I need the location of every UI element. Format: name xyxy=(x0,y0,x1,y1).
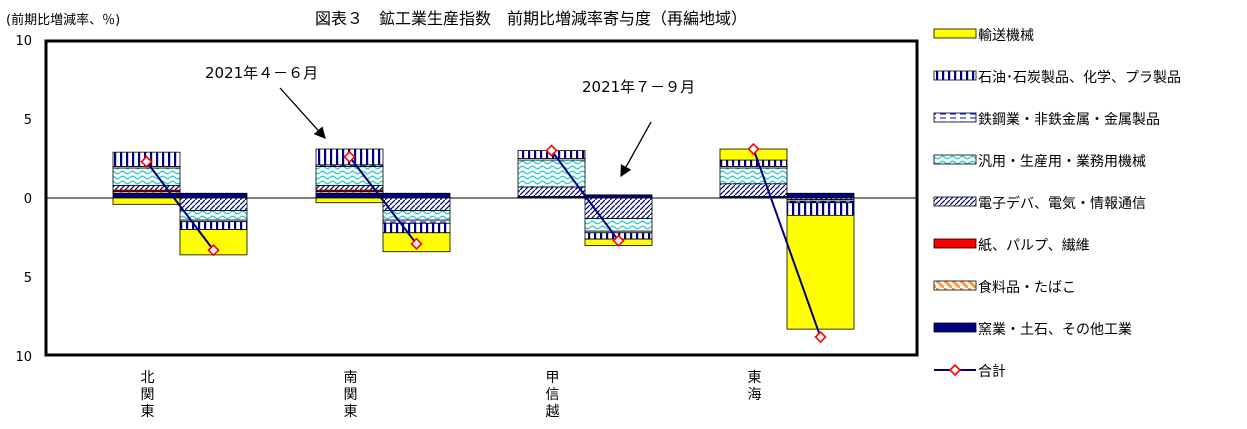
bar-segment xyxy=(786,192,855,199)
bar-segment xyxy=(315,192,384,199)
bar-segment xyxy=(584,218,653,232)
annotation-q3: 2021年７－９月 xyxy=(582,78,695,96)
total-line-segment xyxy=(752,148,822,338)
bar-segment xyxy=(517,159,586,188)
legend-entry: 石油･石炭製品、化学、プラ製品 xyxy=(933,70,1181,86)
total-point-marker xyxy=(612,234,625,247)
bar-segment xyxy=(179,221,248,230)
total-point-marker xyxy=(140,155,153,168)
stacked-bars xyxy=(112,148,855,330)
total-point-marker xyxy=(343,150,356,164)
category-label: 東海 xyxy=(748,370,762,403)
chart-title: 図表３ 鉱工業生産指数 前期比増減率寄与度（再編地域） xyxy=(315,9,747,28)
total-line-series xyxy=(140,142,827,344)
legend-label: 食料品・たばこ xyxy=(978,279,1076,296)
legend-swatch xyxy=(933,322,977,333)
total-point-marker xyxy=(747,142,760,156)
total-point-marker xyxy=(207,244,220,257)
bar-segment xyxy=(112,197,181,205)
legend-label: 電子デバ、電気・情報通信 xyxy=(978,195,1146,212)
y-axis-label: (前期比増減率、％) xyxy=(6,12,120,28)
bar-segment xyxy=(584,194,653,199)
total-line-segment xyxy=(145,161,215,251)
legend-label: 石油･石炭製品、化学、プラ製品 xyxy=(978,70,1181,86)
bar-segment xyxy=(382,197,451,212)
legend-entry: 鉄鋼業・非鉄金属・金属製品 xyxy=(933,112,1160,128)
y-tick-label: 10 xyxy=(15,350,32,365)
bar-segment xyxy=(719,159,788,167)
legend-entry: 食料品・たばこ xyxy=(933,279,1076,296)
y-axis-ticks: 10 5 0 5 10 xyxy=(15,34,32,365)
legend-label: 輸送機械 xyxy=(978,28,1034,44)
bar-segment xyxy=(315,197,384,204)
y-tick-label: 5 xyxy=(24,271,32,286)
legend-swatch xyxy=(933,238,977,249)
legend-label: 汎用・生産用・業務用機械 xyxy=(978,154,1146,170)
total-line-segment xyxy=(550,150,620,242)
bar-segment xyxy=(382,192,451,199)
legend-entry-total: 合計 xyxy=(934,363,1006,380)
bar-segment xyxy=(112,184,181,191)
category-label: 南関東 xyxy=(344,370,358,420)
bar-segment xyxy=(719,167,788,185)
legend-swatch xyxy=(933,112,977,123)
annotation-q3-arrow xyxy=(620,121,652,178)
total-line-segment xyxy=(348,156,418,245)
annotation-q2: 2021年４－６月 xyxy=(205,64,318,82)
legend-swatch xyxy=(933,28,977,39)
total-point-marker xyxy=(410,237,423,250)
bar-segment xyxy=(179,197,248,212)
legend-entry: 窯業・土石、その他工業 xyxy=(933,321,1132,338)
legend-swatch xyxy=(933,154,977,165)
annotation-q2-arrow xyxy=(279,87,326,139)
category-labels: 北関東 南関東 甲信越 東海 xyxy=(141,370,762,420)
legend-label-total: 合計 xyxy=(978,364,1006,380)
bar-segment xyxy=(315,165,384,186)
total-point-marker xyxy=(814,330,827,344)
legend-swatch xyxy=(933,280,977,291)
category-label: 北関東 xyxy=(141,370,155,420)
bar-segment xyxy=(382,222,451,234)
legend-label: 紙、パルプ、繊維 xyxy=(978,238,1090,254)
legend-entry: 輸送機械 xyxy=(933,28,1034,44)
legend-entry: 電子デバ、電気・情報通信 xyxy=(933,195,1146,212)
y-tick-label: 0 xyxy=(24,192,32,207)
legend-entry: 汎用・生産用・業務用機械 xyxy=(933,154,1146,170)
bar-segment xyxy=(112,167,181,186)
bar-segment xyxy=(786,202,855,216)
y-tick-label: 5 xyxy=(24,113,32,128)
legend-label: 鉄鋼業・非鉄金属・金属製品 xyxy=(978,112,1160,128)
legend-swatch-total-marker xyxy=(948,363,962,377)
y-tick-label: 10 xyxy=(15,34,32,49)
bar-segment xyxy=(517,186,586,197)
bar-segment xyxy=(179,192,248,199)
legend-entry: 紙、パルプ、繊維 xyxy=(933,238,1090,254)
legend-swatch xyxy=(933,196,977,207)
category-label: 甲信越 xyxy=(546,370,560,420)
bar-segment xyxy=(719,183,788,197)
total-point-marker xyxy=(545,144,558,157)
legend: 輸送機械石油･石炭製品、化学、プラ製品鉄鋼業・非鉄金属・金属製品汎用・生産用・業… xyxy=(933,28,1181,380)
legend-swatch xyxy=(933,70,977,81)
legend-label: 窯業・土石、その他工業 xyxy=(978,321,1132,338)
bar-segment xyxy=(382,219,451,224)
